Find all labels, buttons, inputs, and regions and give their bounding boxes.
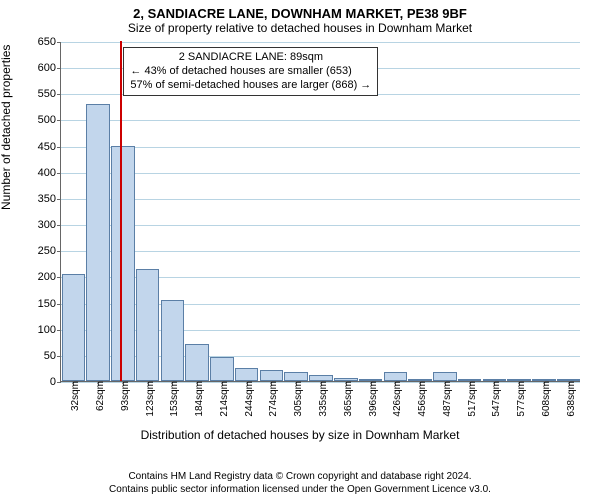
x-tick-label: 305sqm — [288, 381, 304, 417]
y-gridline — [61, 147, 580, 148]
y-tick-label: 0 — [50, 376, 61, 388]
x-tick-label: 577sqm — [511, 381, 527, 417]
y-tick-label: 250 — [38, 245, 61, 257]
histogram-bar — [210, 357, 234, 381]
y-tick-label: 100 — [38, 324, 61, 336]
histogram-bar — [185, 344, 209, 381]
x-tick-label: 547sqm — [486, 381, 502, 417]
x-tick-label: 365sqm — [338, 381, 354, 417]
x-tick-label: 335sqm — [313, 381, 329, 417]
x-tick-label: 153sqm — [164, 381, 180, 417]
y-gridline — [61, 42, 580, 43]
y-tick-label: 350 — [38, 193, 61, 205]
histogram-bar — [62, 274, 86, 381]
histogram-bar — [235, 368, 259, 381]
x-tick-label: 487sqm — [437, 381, 453, 417]
annotation-line: 57% of semi-detached houses are larger (… — [130, 79, 371, 93]
y-tick-label: 300 — [38, 219, 61, 231]
y-tick-label: 650 — [38, 36, 61, 48]
y-tick-label: 450 — [38, 141, 61, 153]
attribution-line-1: Contains HM Land Registry data © Crown c… — [0, 470, 600, 483]
attribution-text: Contains HM Land Registry data © Crown c… — [0, 470, 600, 496]
x-tick-label: 184sqm — [189, 381, 205, 417]
x-tick-label: 426sqm — [387, 381, 403, 417]
x-tick-label: 396sqm — [363, 381, 379, 417]
y-axis-label: Number of detached properties — [0, 45, 13, 210]
x-tick-label: 214sqm — [214, 381, 230, 417]
property-marker-line — [120, 41, 122, 381]
x-tick-label: 32sqm — [65, 381, 81, 411]
x-tick-label: 517sqm — [462, 381, 478, 417]
histogram-bar — [136, 269, 160, 381]
y-tick-label: 150 — [38, 298, 61, 310]
x-axis-label: Distribution of detached houses by size … — [0, 428, 600, 442]
y-gridline — [61, 251, 580, 252]
y-tick-label: 200 — [38, 271, 61, 283]
y-tick-label: 50 — [44, 350, 61, 362]
plot-area: 0501001502002503003504004505005506006503… — [60, 42, 580, 382]
y-gridline — [61, 120, 580, 121]
chart-subtitle: Size of property relative to detached ho… — [0, 21, 600, 37]
histogram-bar — [284, 372, 308, 381]
histogram-bar — [86, 104, 110, 381]
histogram-bar — [111, 146, 135, 381]
x-tick-label: 244sqm — [239, 381, 255, 417]
x-tick-label: 123sqm — [140, 381, 156, 417]
annotation-box: 2 SANDIACRE LANE: 89sqm← 43% of detached… — [123, 47, 378, 96]
y-gridline — [61, 199, 580, 200]
x-tick-label: 93sqm — [115, 381, 131, 411]
x-tick-label: 62sqm — [90, 381, 106, 411]
histogram-bar — [433, 372, 457, 381]
y-tick-label: 600 — [38, 62, 61, 74]
histogram-bar — [260, 370, 284, 382]
attribution-line-2: Contains public sector information licen… — [0, 483, 600, 496]
chart-title: 2, SANDIACRE LANE, DOWNHAM MARKET, PE38 … — [0, 0, 600, 21]
y-gridline — [61, 173, 580, 174]
x-tick-label: 456sqm — [412, 381, 428, 417]
histogram-bar — [161, 300, 185, 381]
y-gridline — [61, 225, 580, 226]
x-tick-label: 274sqm — [263, 381, 279, 417]
chart-container: 2, SANDIACRE LANE, DOWNHAM MARKET, PE38 … — [0, 0, 600, 500]
y-tick-label: 400 — [38, 167, 61, 179]
histogram-bar — [384, 372, 408, 381]
x-tick-label: 608sqm — [536, 381, 552, 417]
x-tick-label: 638sqm — [561, 381, 577, 417]
y-tick-label: 550 — [38, 88, 61, 100]
annotation-line: ← 43% of detached houses are smaller (65… — [130, 65, 371, 79]
annotation-line: 2 SANDIACRE LANE: 89sqm — [130, 51, 371, 65]
y-tick-label: 500 — [38, 114, 61, 126]
